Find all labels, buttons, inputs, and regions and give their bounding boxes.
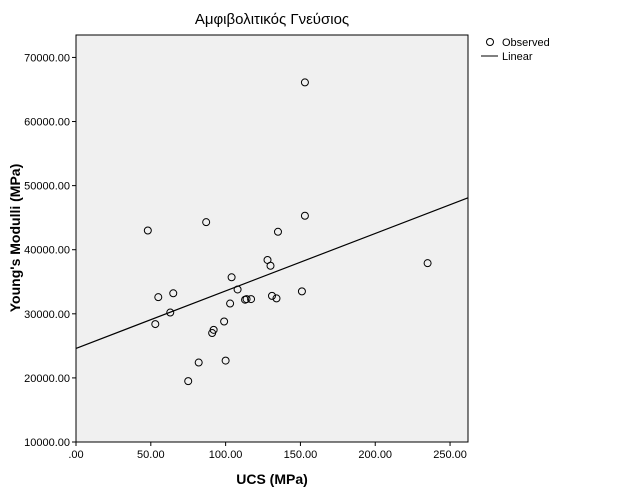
legend: Observed Linear [481, 37, 550, 63]
y-tick-label: 40000.00 [24, 245, 70, 257]
data-point [227, 273, 236, 282]
linear-fit [75, 197, 469, 349]
data-point [242, 295, 251, 304]
data-point [273, 227, 282, 236]
data-point [143, 226, 152, 235]
x-tick-label: 250.00 [433, 449, 467, 461]
x-tick-label: 100.00 [209, 449, 243, 461]
y-tick-label: 50000.00 [24, 181, 70, 193]
data-point [423, 259, 432, 268]
data-point [247, 295, 256, 304]
data-point [202, 218, 211, 227]
x-tick-label: 200.00 [358, 449, 392, 461]
y-tick-label: 60000.00 [24, 117, 70, 129]
data-point [266, 261, 275, 270]
data-point [154, 293, 163, 302]
y-tick-label: 10000.00 [24, 437, 70, 449]
legend-observed-label: Observed [502, 37, 550, 49]
x-tick-label: 50.00 [137, 449, 165, 461]
data-point [169, 289, 178, 298]
x-axis-label: UCS (MPa) [236, 471, 308, 487]
data-point [209, 325, 218, 334]
data-point [300, 211, 309, 220]
y-axis-ticks: 10000.00 20000.00 30000.00 40000.00 50000.00… [24, 52, 76, 449]
chart-title: Αμφιβολιτικός Γνεύσιος [195, 11, 349, 28]
data-point [272, 294, 281, 303]
data-point [226, 299, 235, 308]
linear-fit-line [75, 197, 469, 349]
x-tick-label: .00 [68, 449, 83, 461]
data-point [297, 287, 306, 296]
y-tick-label: 20000.00 [24, 373, 70, 385]
observed-points [143, 78, 432, 386]
data-point [166, 308, 175, 317]
x-axis-ticks: .00 50.00 100.00 150.00 200.00 250.00 [68, 442, 467, 461]
data-point [151, 320, 160, 329]
data-point [194, 358, 203, 367]
data-point [268, 291, 276, 300]
plot-area [75, 34, 469, 443]
data-point [233, 285, 242, 294]
x-tick-label: 150.00 [284, 449, 318, 461]
data-point [220, 317, 229, 326]
data-point [184, 377, 193, 386]
y-axis-label: Young's Modulli (MPa) [7, 164, 23, 313]
y-tick-label: 70000.00 [24, 52, 70, 64]
legend-linear-label: Linear [502, 51, 533, 63]
legend-observed-marker [486, 38, 494, 46]
data-point [221, 356, 230, 365]
y-tick-label: 30000.00 [24, 309, 70, 321]
data-point [300, 78, 309, 87]
